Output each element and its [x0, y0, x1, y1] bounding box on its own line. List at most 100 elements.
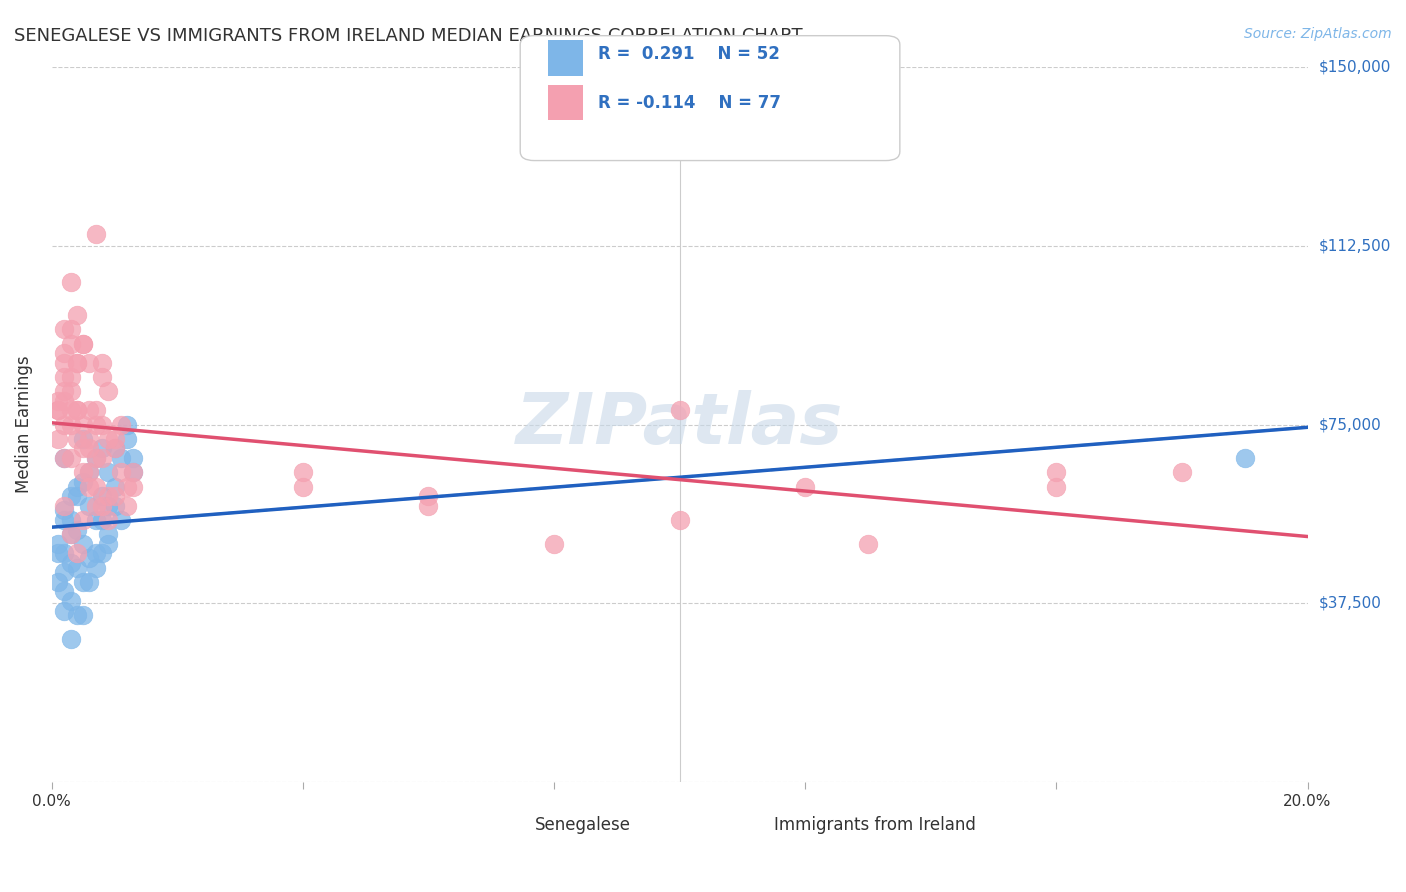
Point [91, 499, 114, 513]
Point [91, 450, 114, 465]
Point [856, 537, 879, 551]
Point [115, 432, 138, 446]
Point [110, 466, 132, 480]
Point [84, 480, 107, 494]
Point [291, 466, 314, 480]
Point [66, 546, 89, 560]
Point [103, 442, 125, 456]
Point [72, 417, 94, 432]
Point [91, 513, 114, 527]
Point [66, 403, 89, 417]
Point [79, 551, 101, 566]
Point [72, 336, 94, 351]
Point [1045, 480, 1067, 494]
Point [46, 403, 69, 417]
Point [53, 499, 76, 513]
Point [53, 450, 76, 465]
Point [59, 527, 82, 541]
Point [79, 403, 101, 417]
Point [46, 537, 69, 551]
Point [97, 384, 120, 399]
Point [1045, 466, 1067, 480]
Point [543, 537, 565, 551]
Point [53, 513, 76, 527]
Point [53, 393, 76, 408]
Text: Source: ZipAtlas.com: Source: ZipAtlas.com [1244, 27, 1392, 41]
Point [84, 546, 107, 560]
Point [84, 417, 107, 432]
Text: SENEGALESE VS IMMIGRANTS FROM IRELAND MEDIAN EARNINGS CORRELATION CHART: SENEGALESE VS IMMIGRANTS FROM IRELAND ME… [14, 27, 803, 45]
Point [115, 480, 138, 494]
Point [46, 574, 69, 589]
Point [53, 346, 76, 360]
Point [59, 417, 82, 432]
Point [91, 417, 114, 432]
Point [72, 475, 94, 489]
Point [46, 393, 69, 408]
Point [97, 466, 120, 480]
Point [59, 370, 82, 384]
Point [122, 450, 145, 465]
Point [53, 546, 76, 560]
Point [53, 322, 76, 336]
Point [66, 356, 89, 370]
Point [59, 556, 82, 570]
Point [418, 489, 440, 503]
Point [103, 432, 125, 446]
Point [72, 336, 94, 351]
Point [794, 480, 817, 494]
Point [115, 499, 138, 513]
Point [59, 489, 82, 503]
Point [84, 227, 107, 241]
Point [59, 513, 82, 527]
Text: $150,000: $150,000 [1319, 60, 1391, 75]
Point [1171, 466, 1194, 480]
FancyBboxPatch shape [730, 811, 761, 839]
Point [53, 503, 76, 517]
Point [59, 450, 82, 465]
Point [84, 450, 107, 465]
Point [59, 322, 82, 336]
Point [97, 527, 120, 541]
Point [84, 403, 107, 417]
Point [59, 403, 82, 417]
Point [72, 432, 94, 446]
Point [91, 546, 114, 560]
Point [66, 403, 89, 417]
Point [72, 537, 94, 551]
Point [59, 527, 82, 541]
Text: Senegalese: Senegalese [536, 816, 631, 834]
Text: R =  0.291    N = 52: R = 0.291 N = 52 [598, 45, 779, 62]
Text: $75,000: $75,000 [1319, 417, 1381, 432]
Point [103, 499, 125, 513]
Point [84, 513, 107, 527]
Point [84, 560, 107, 574]
Text: R = -0.114    N = 77: R = -0.114 N = 77 [598, 94, 780, 112]
Point [66, 432, 89, 446]
Point [72, 574, 94, 589]
Text: $37,500: $37,500 [1319, 596, 1382, 611]
Point [72, 466, 94, 480]
Point [53, 566, 76, 580]
Point [46, 403, 69, 417]
Point [91, 489, 114, 503]
Point [53, 603, 76, 617]
Text: $112,500: $112,500 [1319, 238, 1391, 253]
Point [53, 584, 76, 599]
Text: Immigrants from Ireland: Immigrants from Ireland [773, 816, 976, 834]
Point [668, 513, 690, 527]
Point [79, 466, 101, 480]
Point [122, 466, 145, 480]
Point [53, 370, 76, 384]
Point [79, 356, 101, 370]
Point [66, 560, 89, 574]
Text: ZIPatlas: ZIPatlas [516, 390, 844, 459]
Point [79, 480, 101, 494]
Point [115, 417, 138, 432]
Point [59, 632, 82, 647]
Point [72, 513, 94, 527]
Point [418, 499, 440, 513]
Point [110, 513, 132, 527]
Point [84, 450, 107, 465]
Point [110, 450, 132, 465]
